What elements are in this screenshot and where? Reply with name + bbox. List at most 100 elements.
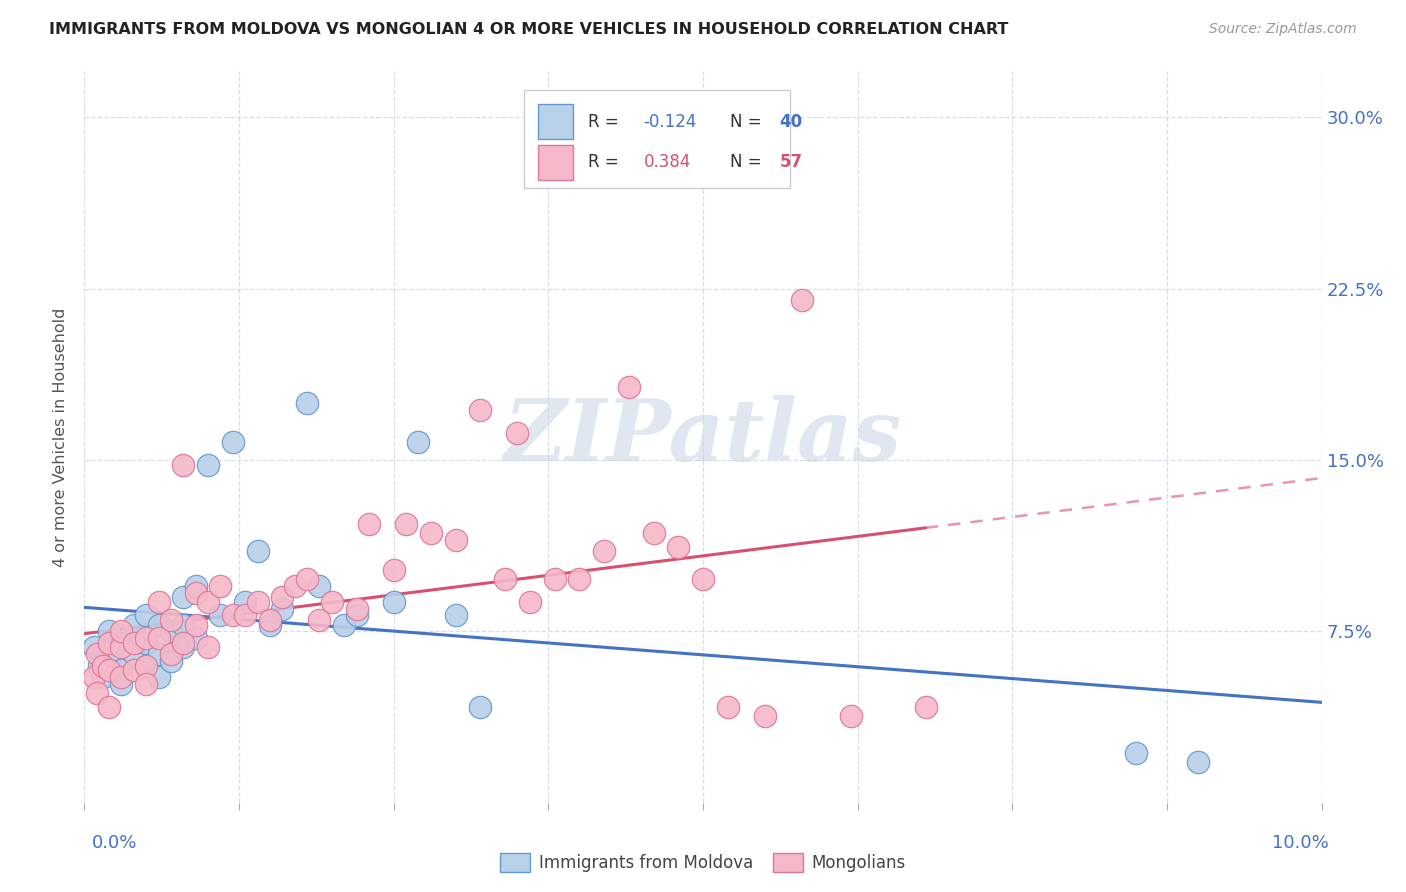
- Point: [209, 608, 232, 623]
- Point: [382, 594, 405, 608]
- Point: [593, 544, 616, 558]
- Point: [172, 458, 194, 472]
- Point: [160, 647, 183, 661]
- Point: [692, 572, 714, 586]
- Point: [91, 670, 114, 684]
- Point: [122, 663, 145, 677]
- Point: [86, 647, 108, 661]
- Text: 10.0%: 10.0%: [1272, 834, 1329, 852]
- Point: [617, 380, 640, 394]
- Point: [135, 632, 157, 646]
- Point: [110, 640, 132, 655]
- Point: [135, 658, 157, 673]
- Y-axis label: 4 or more Vehicles in Household: 4 or more Vehicles in Household: [53, 308, 69, 566]
- Point: [160, 654, 183, 668]
- Bar: [538, 145, 574, 179]
- Point: [519, 594, 541, 608]
- Point: [717, 699, 740, 714]
- Point: [308, 613, 330, 627]
- Point: [110, 670, 132, 684]
- Point: [643, 526, 665, 541]
- Point: [308, 579, 330, 593]
- Point: [284, 579, 307, 593]
- Point: [89, 658, 111, 673]
- Point: [184, 632, 207, 646]
- Point: [259, 617, 281, 632]
- Point: [148, 617, 170, 632]
- Point: [98, 699, 121, 714]
- Point: [346, 601, 368, 615]
- Text: 57: 57: [780, 153, 803, 171]
- Point: [395, 516, 418, 531]
- Point: [197, 458, 219, 472]
- Point: [333, 617, 356, 632]
- Point: [197, 594, 219, 608]
- Text: R =: R =: [588, 112, 624, 131]
- Point: [295, 572, 318, 586]
- Point: [98, 663, 121, 677]
- Point: [110, 677, 132, 691]
- Point: [233, 608, 256, 623]
- Point: [346, 608, 368, 623]
- Point: [110, 624, 132, 639]
- Point: [91, 658, 114, 673]
- Point: [568, 572, 591, 586]
- Point: [148, 647, 170, 661]
- Point: [148, 632, 170, 646]
- Point: [98, 624, 121, 639]
- Point: [408, 434, 430, 449]
- Point: [172, 640, 194, 655]
- Point: [914, 699, 936, 714]
- Point: [444, 608, 467, 623]
- Point: [494, 572, 516, 586]
- FancyBboxPatch shape: [523, 90, 790, 188]
- Point: [98, 654, 121, 668]
- Text: -0.124: -0.124: [644, 112, 697, 131]
- Point: [172, 617, 194, 632]
- Point: [148, 594, 170, 608]
- Point: [259, 613, 281, 627]
- Text: N =: N =: [730, 112, 768, 131]
- Point: [222, 434, 245, 449]
- Point: [135, 608, 157, 623]
- Point: [135, 658, 157, 673]
- Point: [419, 526, 441, 541]
- Point: [382, 563, 405, 577]
- Point: [543, 572, 565, 586]
- Text: Source: ZipAtlas.com: Source: ZipAtlas.com: [1209, 22, 1357, 37]
- Point: [83, 670, 105, 684]
- Point: [160, 624, 183, 639]
- Point: [122, 647, 145, 661]
- Point: [841, 709, 863, 723]
- Point: [321, 594, 343, 608]
- Point: [209, 579, 232, 593]
- Point: [506, 425, 529, 440]
- Point: [295, 396, 318, 410]
- Point: [444, 533, 467, 547]
- Point: [110, 636, 132, 650]
- Point: [172, 636, 194, 650]
- Point: [754, 709, 776, 723]
- Point: [184, 579, 207, 593]
- Point: [271, 590, 294, 604]
- Text: IMMIGRANTS FROM MOLDOVA VS MONGOLIAN 4 OR MORE VEHICLES IN HOUSEHOLD CORRELATION: IMMIGRANTS FROM MOLDOVA VS MONGOLIAN 4 O…: [49, 22, 1008, 37]
- Point: [184, 585, 207, 599]
- Point: [122, 617, 145, 632]
- Point: [160, 613, 183, 627]
- Text: 40: 40: [780, 112, 803, 131]
- Point: [666, 540, 689, 554]
- Point: [246, 594, 269, 608]
- Legend: Immigrants from Moldova, Mongolians: Immigrants from Moldova, Mongolians: [494, 846, 912, 879]
- Point: [98, 636, 121, 650]
- Text: 0.384: 0.384: [644, 153, 690, 171]
- Point: [135, 677, 157, 691]
- Point: [470, 699, 492, 714]
- Point: [470, 402, 492, 417]
- Point: [1125, 746, 1147, 760]
- Point: [184, 617, 207, 632]
- Point: [357, 516, 380, 531]
- Point: [122, 636, 145, 650]
- Point: [148, 670, 170, 684]
- Point: [271, 601, 294, 615]
- Text: 0.0%: 0.0%: [91, 834, 136, 852]
